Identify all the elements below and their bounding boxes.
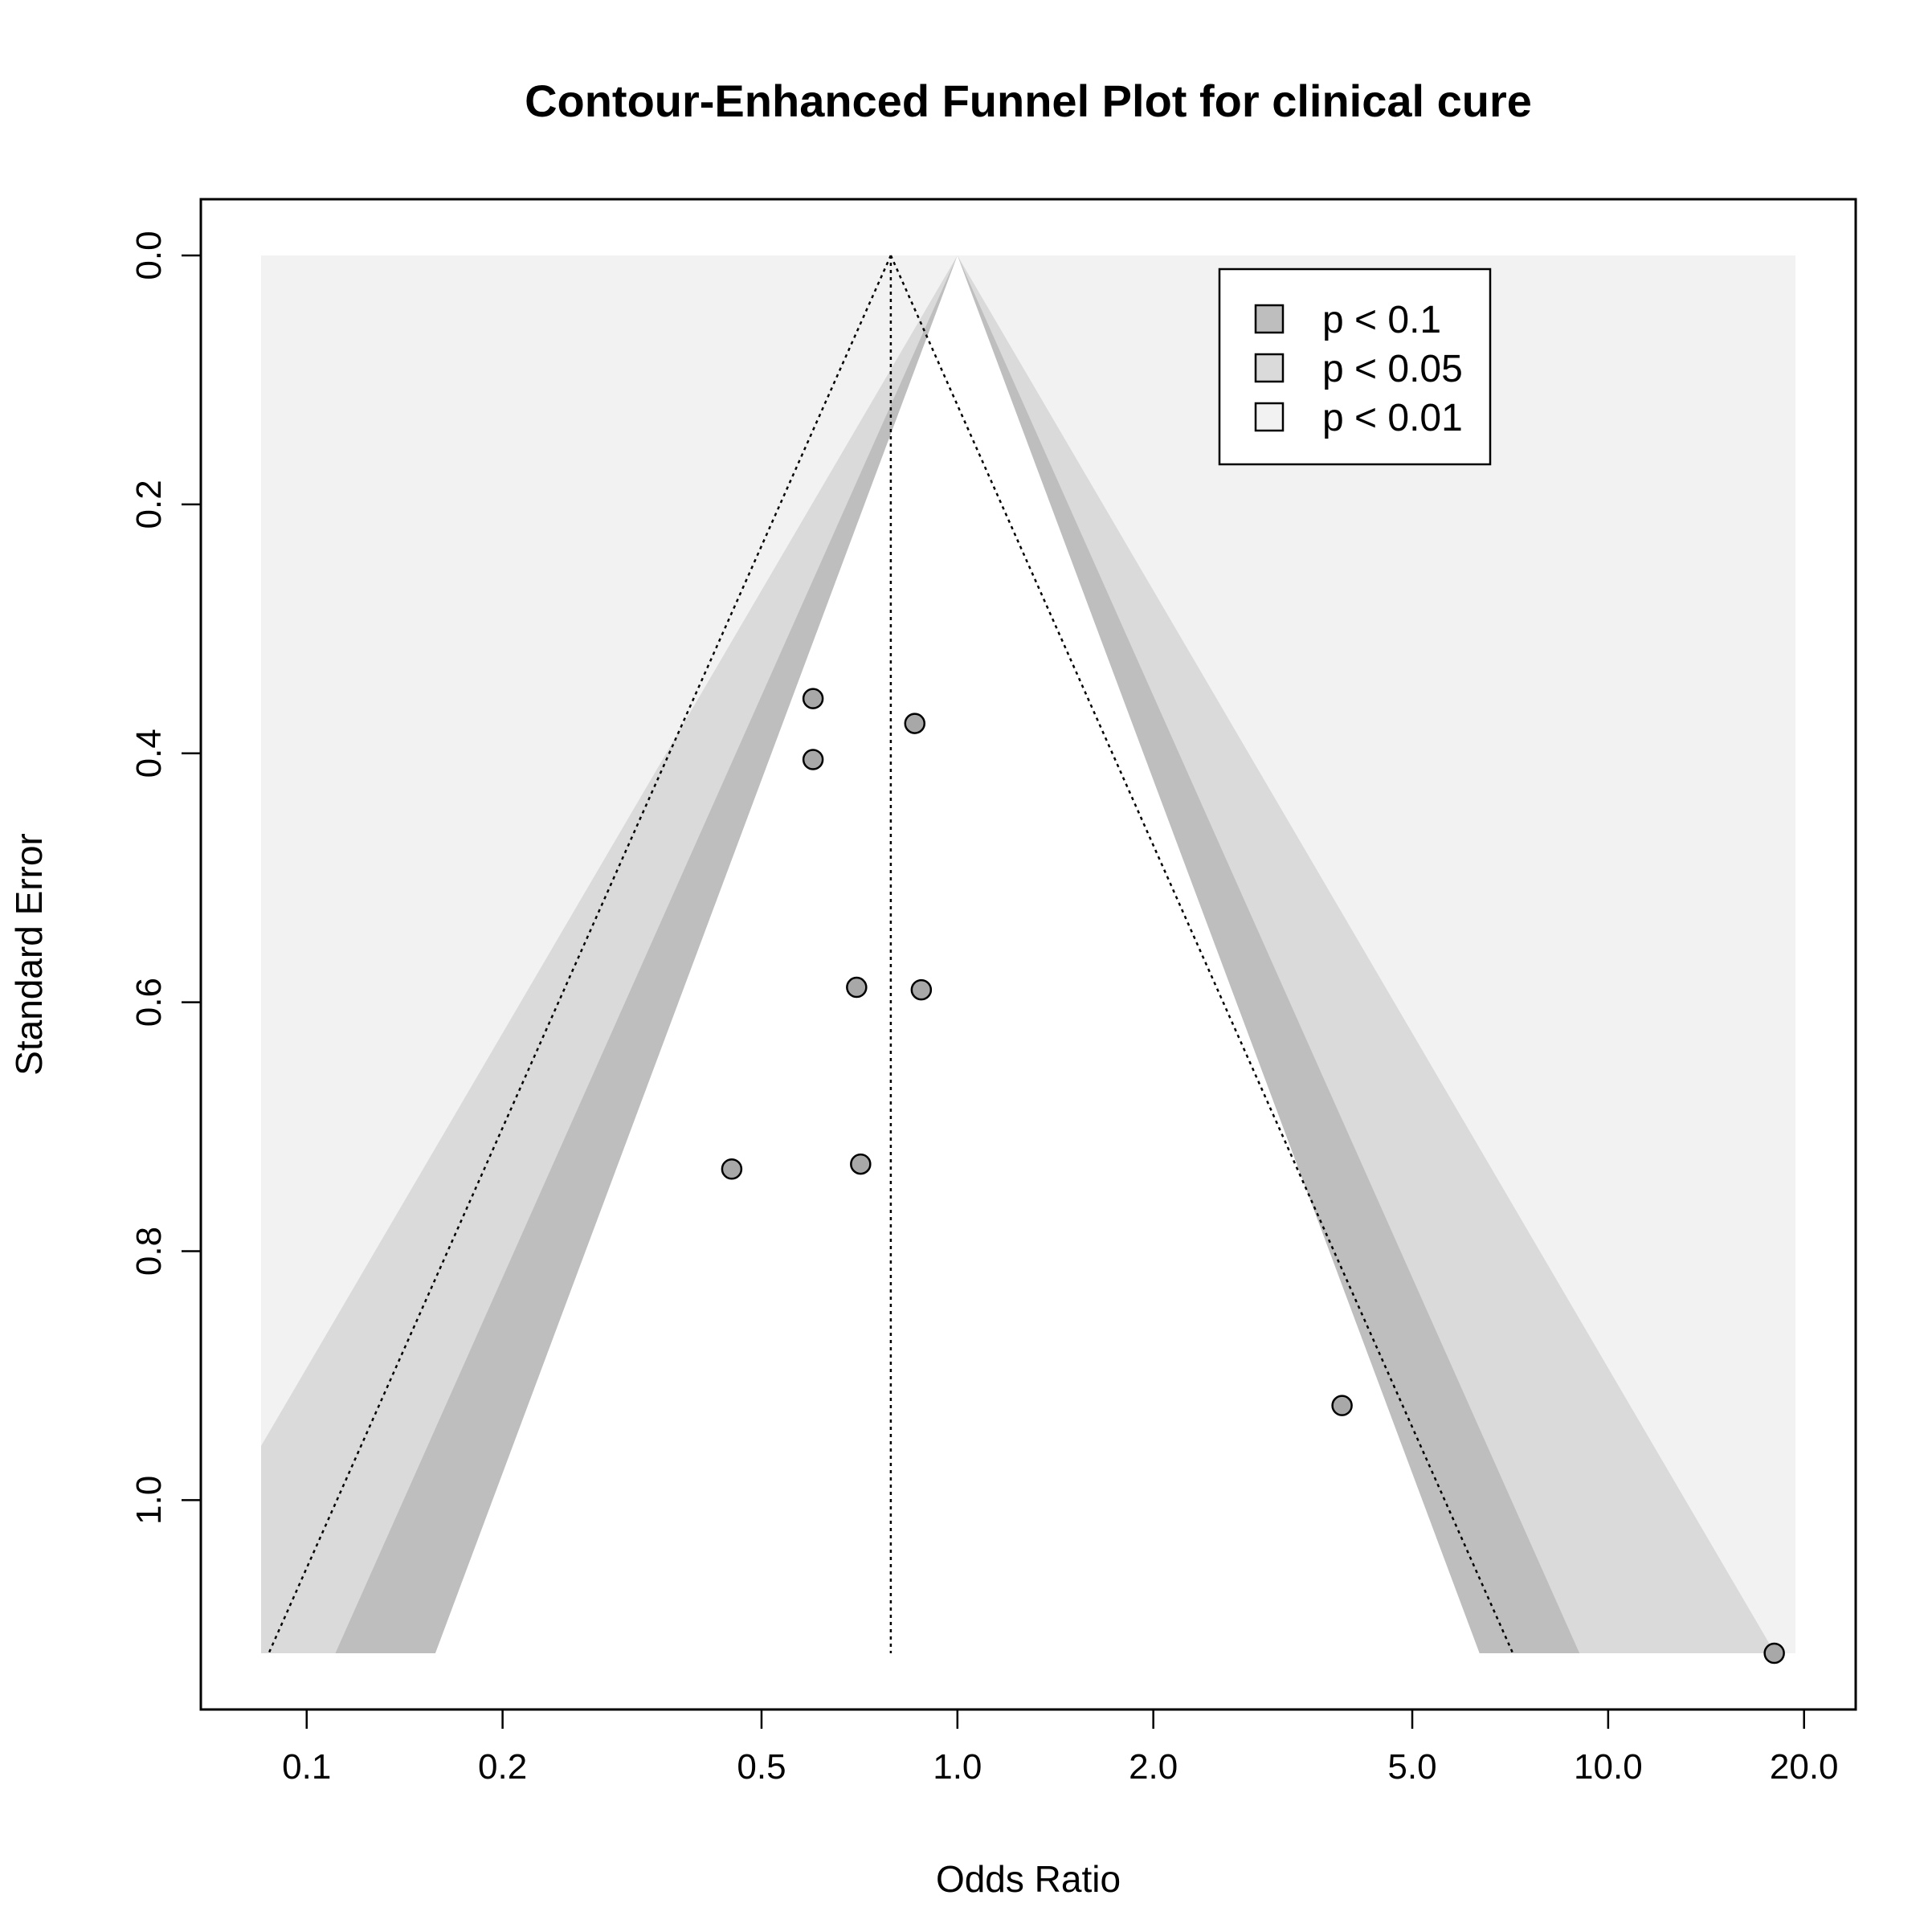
ci-left-line	[268, 255, 893, 1654]
legend-swatch	[1254, 353, 1285, 383]
legend-label: p < 0.05	[1322, 348, 1463, 390]
legend-label: p < 0.01	[1322, 397, 1463, 439]
study-point-5	[910, 978, 933, 1001]
y-axis: 0.0 0.2 0.4 0.6 0.8 1.0	[129, 231, 202, 1525]
study-points	[721, 688, 1785, 1664]
y-tick-label: 0.8	[129, 1227, 169, 1276]
study-point-2	[904, 713, 926, 734]
study-point-7	[850, 1153, 872, 1175]
y-tick-label: 0.0	[129, 231, 169, 280]
legend: p < 0.1 p < 0.05 p < 0.01	[1218, 268, 1492, 466]
x-tick-label: 0.5	[737, 1747, 786, 1787]
study-point-3	[802, 749, 824, 770]
study-point-4	[846, 976, 868, 999]
x-tick-label: 20.0	[1770, 1747, 1839, 1787]
ci-right-line	[889, 255, 1514, 1654]
study-point-9	[1763, 1642, 1785, 1664]
contour-regions	[261, 255, 1795, 1653]
reference-lines	[268, 255, 1514, 1654]
study-point-6	[721, 1158, 743, 1180]
contour-band-2	[435, 255, 1480, 1653]
x-tick-label: 10.0	[1574, 1747, 1643, 1787]
x-axis: 0.1 0.2 0.5 1.0 2.0 5.0 10.0 20.0	[282, 1708, 1839, 1787]
legend-label: p < 0.1	[1322, 299, 1441, 341]
legend-swatch	[1254, 402, 1285, 432]
chart-title: Contour-Enhanced Funnel Plot for clinica…	[525, 76, 1532, 126]
y-tick-label: 0.6	[129, 978, 169, 1027]
y-tick-label: 0.4	[129, 729, 169, 778]
x-tick-label: 0.2	[478, 1747, 527, 1787]
legend-swatch	[1254, 304, 1285, 334]
study-point-1	[802, 688, 824, 709]
x-axis-label: Odds Ratio	[936, 1858, 1121, 1900]
x-tick-label: 1.0	[933, 1747, 982, 1787]
x-tick-label: 5.0	[1387, 1747, 1436, 1787]
y-tick-label: 1.0	[129, 1476, 169, 1525]
y-axis-label: Standard Error	[8, 833, 50, 1076]
x-tick-label: 2.0	[1129, 1747, 1178, 1787]
x-tick-label: 0.1	[282, 1747, 331, 1787]
study-point-8	[1331, 1395, 1353, 1416]
y-tick-label: 0.2	[129, 480, 169, 529]
